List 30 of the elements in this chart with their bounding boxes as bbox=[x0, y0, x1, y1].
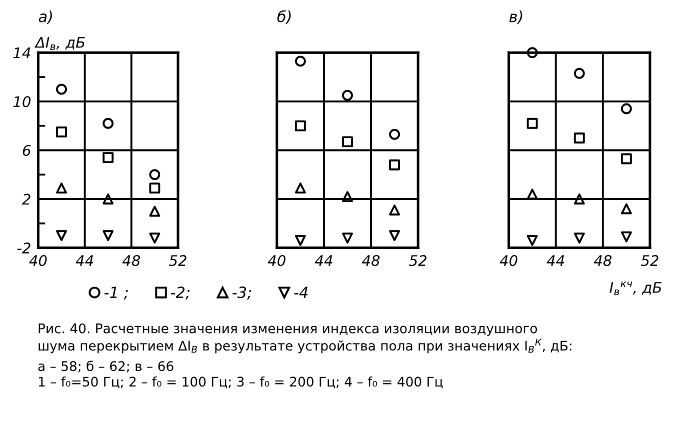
chart-title: в) bbox=[509, 10, 522, 24]
text: а – 58; б – 62; в – 66 bbox=[38, 360, 174, 372]
x-axis-title: I$_{в}$$^{кч}$, дБ bbox=[610, 282, 662, 296]
text: шума перекрытием ΔI$_{В}$ в результате устройства пола при значениях I$_{В}$$^{К}$, дБ: bbox=[38, 338, 572, 354]
x-tick-label: 48 bbox=[594, 255, 612, 266]
y-tick-label: 6 bbox=[22, 144, 31, 156]
y-tick-label: 10 bbox=[13, 96, 31, 108]
legend-label: -2; bbox=[170, 286, 190, 300]
x-tick-label: 44 bbox=[76, 255, 94, 266]
x-tick-label: 48 bbox=[362, 255, 380, 266]
legend-label: -1 ; bbox=[104, 286, 128, 300]
text: Рис. 40. Расчетные значения изменения индекса изоляции воздушного bbox=[38, 323, 537, 336]
legend-label: -3; bbox=[232, 286, 252, 300]
y-axis-title: ΔI$_{в}$, дБ bbox=[34, 37, 85, 50]
x-tick-label: 48 bbox=[122, 255, 140, 266]
x-tick-label: 52 bbox=[169, 255, 186, 266]
y-tick-label: 14 bbox=[13, 48, 30, 58]
text: 1 – f₀=50 Гц; 2 – f₀ = 100 Гц; 3 – f₀ = 200 Гц; 4 – f₀ = 400 Гц bbox=[38, 376, 443, 388]
chart-title: а) bbox=[38, 10, 52, 24]
x-tick-label: 52 bbox=[640, 255, 658, 266]
y-tick-label: -2 bbox=[17, 242, 30, 254]
y-tick-label: 2 bbox=[22, 194, 30, 205]
x-tick-label: 40 bbox=[500, 255, 518, 266]
x-tick-label: 44 bbox=[546, 255, 564, 266]
chart-title: б) bbox=[277, 10, 291, 24]
x-tick-label: 52 bbox=[409, 255, 426, 266]
x-tick-label: 40 bbox=[29, 255, 47, 266]
x-tick-label: 44 bbox=[314, 255, 332, 266]
x-tick-label: 40 bbox=[268, 255, 286, 266]
legend-label: -4 bbox=[294, 286, 308, 298]
